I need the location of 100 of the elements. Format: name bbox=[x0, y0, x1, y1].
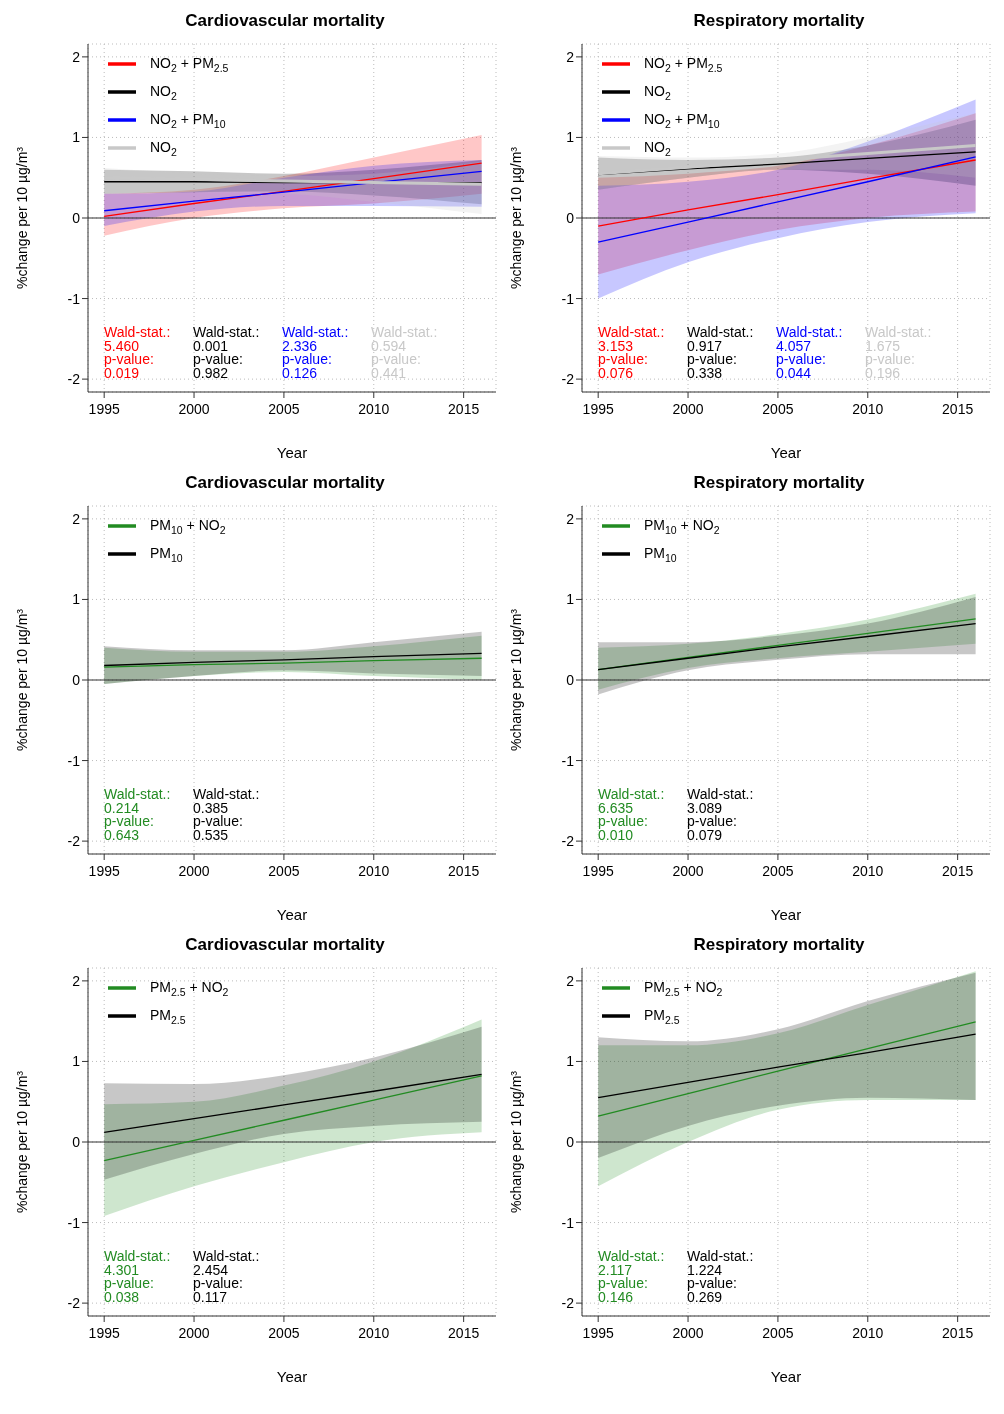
y-tick-label: -2 bbox=[67, 1295, 81, 1312]
chart-title: Cardiovascular mortality bbox=[184, 472, 386, 494]
annotation: Wald-stat.: 2.336 p-value: 0.126 bbox=[282, 324, 349, 381]
x-axis-title: Year bbox=[276, 444, 308, 461]
annotation: Wald-stat.: 3.153 p-value: 0.076 bbox=[598, 324, 665, 381]
annotation: Wald-stat.: 5.460 p-value: 0.019 bbox=[104, 324, 171, 381]
y-tick-label: -2 bbox=[561, 371, 575, 388]
legend-label: NO$_{2}$ bbox=[644, 82, 671, 102]
y-axis-title: %change per 10 µg/m³ bbox=[507, 1070, 524, 1213]
chart-title: Cardiovascular mortality bbox=[184, 10, 386, 32]
y-axis-title: %change per 10 µg/m³ bbox=[507, 146, 524, 289]
y-axis-title: %change per 10 µg/m³ bbox=[507, 608, 524, 751]
chart-title: Respiratory mortality bbox=[692, 472, 866, 494]
y-axis-title: %change per 10 µg/m³ bbox=[13, 1070, 30, 1213]
chart-title: Cardiovascular mortality bbox=[184, 934, 386, 956]
annotation: Wald-stat.: 6.635 p-value: 0.010 bbox=[598, 786, 665, 843]
y-tick-label: -2 bbox=[67, 371, 81, 388]
x-tick-label: 2015 bbox=[448, 1324, 480, 1341]
y-tick-label: 0 bbox=[566, 1133, 575, 1150]
x-tick-label: 2005 bbox=[762, 1324, 794, 1341]
y-tick-label: 1 bbox=[72, 1053, 81, 1070]
x-tick-label: 2015 bbox=[942, 1324, 974, 1341]
x-tick-label: 2000 bbox=[672, 862, 704, 879]
legend-label: NO$_{2}$ + PM$_{10}$ bbox=[150, 110, 226, 130]
x-tick-label: 2000 bbox=[178, 400, 210, 417]
annotation: Wald-stat.: 2.454 p-value: 0.117 bbox=[193, 1248, 260, 1305]
legend-label: PM$_{10}$ + NO$_{2}$ bbox=[644, 516, 720, 536]
x-tick-label: 2005 bbox=[762, 400, 794, 417]
x-tick-label: 2000 bbox=[178, 862, 210, 879]
y-tick-label: 2 bbox=[72, 972, 81, 989]
x-tick-label: 2010 bbox=[358, 862, 390, 879]
annotation: Wald-stat.: 0.917 p-value: 0.338 bbox=[687, 324, 754, 381]
annotation: Wald-stat.: 4.301 p-value: 0.038 bbox=[104, 1248, 171, 1305]
x-tick-label: 1995 bbox=[582, 862, 614, 879]
annotation: Wald-stat.: 1.224 p-value: 0.269 bbox=[687, 1248, 754, 1305]
legend-label: NO$_{2}$ bbox=[644, 138, 671, 158]
x-axis-title: Year bbox=[276, 1368, 308, 1385]
x-tick-label: 2015 bbox=[942, 862, 974, 879]
legend-label: NO$_{2}$ + PM$_{2.5}$ bbox=[644, 54, 723, 74]
chart-title: Respiratory mortality bbox=[692, 10, 866, 32]
annotation: Wald-stat.: 0.001 p-value: 0.982 bbox=[193, 324, 260, 381]
legend-label: PM$_{2.5}$ + NO$_{2}$ bbox=[150, 978, 229, 998]
x-tick-label: 2010 bbox=[852, 400, 884, 417]
y-tick-label: 1 bbox=[566, 1053, 575, 1070]
legend-label: NO$_{2}$ bbox=[150, 138, 177, 158]
x-tick-label: 1995 bbox=[88, 400, 120, 417]
x-tick-label: 2015 bbox=[942, 400, 974, 417]
y-tick-label: 0 bbox=[72, 209, 81, 226]
legend-label: NO$_{2}$ + PM$_{10}$ bbox=[644, 110, 720, 130]
y-tick-label: 2 bbox=[72, 510, 81, 527]
annotation: Wald-stat.: 2.117 p-value: 0.146 bbox=[598, 1248, 665, 1305]
legend-label: PM$_{2.5}$ bbox=[150, 1006, 186, 1026]
y-tick-label: 0 bbox=[566, 671, 575, 688]
y-tick-label: 0 bbox=[72, 1133, 81, 1150]
x-tick-label: 2000 bbox=[672, 1324, 704, 1341]
chart-title: Respiratory mortality bbox=[692, 934, 866, 956]
y-axis-title: %change per 10 µg/m³ bbox=[13, 146, 30, 289]
x-tick-label: 2000 bbox=[672, 400, 704, 417]
y-tick-label: -2 bbox=[561, 1295, 575, 1312]
y-tick-label: -2 bbox=[561, 833, 575, 850]
y-tick-label: 2 bbox=[566, 48, 575, 65]
legend-label: NO$_{2}$ + PM$_{2.5}$ bbox=[150, 54, 229, 74]
x-tick-label: 2015 bbox=[448, 400, 480, 417]
y-axis-title: %change per 10 µg/m³ bbox=[13, 608, 30, 751]
x-axis-title: Year bbox=[770, 1368, 802, 1385]
x-tick-label: 2005 bbox=[268, 1324, 300, 1341]
annotation: Wald-stat.: 0.214 p-value: 0.643 bbox=[104, 786, 171, 843]
x-tick-label: 1995 bbox=[582, 1324, 614, 1341]
y-tick-label: -1 bbox=[67, 1214, 81, 1231]
x-tick-label: 1995 bbox=[88, 1324, 120, 1341]
legend-label: PM$_{2.5}$ bbox=[644, 1006, 680, 1026]
legend-label: NO$_{2}$ bbox=[150, 82, 177, 102]
y-tick-label: 1 bbox=[566, 129, 575, 146]
x-axis-title: Year bbox=[276, 906, 308, 923]
x-axis-title: Year bbox=[770, 444, 802, 461]
x-tick-label: 2005 bbox=[268, 400, 300, 417]
y-tick-label: -1 bbox=[561, 290, 575, 307]
legend-label: PM$_{10}$ bbox=[150, 544, 183, 564]
legend-label: PM$_{10}$ + NO$_{2}$ bbox=[150, 516, 226, 536]
y-tick-label: 2 bbox=[566, 972, 575, 989]
x-tick-label: 2010 bbox=[358, 1324, 390, 1341]
x-tick-label: 1995 bbox=[88, 862, 120, 879]
annotation: Wald-stat.: 4.057 p-value: 0.044 bbox=[776, 324, 843, 381]
x-axis-title: Year bbox=[770, 906, 802, 923]
y-tick-label: -1 bbox=[67, 290, 81, 307]
x-tick-label: 2000 bbox=[178, 1324, 210, 1341]
y-tick-label: 1 bbox=[72, 129, 81, 146]
legend-label: PM$_{2.5}$ + NO$_{2}$ bbox=[644, 978, 723, 998]
y-tick-label: 1 bbox=[566, 591, 575, 608]
y-tick-label: -1 bbox=[561, 1214, 575, 1231]
annotation: Wald-stat.: 0.385 p-value: 0.535 bbox=[193, 786, 260, 843]
x-tick-label: 2015 bbox=[448, 862, 480, 879]
x-tick-label: 2005 bbox=[268, 862, 300, 879]
x-tick-label: 2005 bbox=[762, 862, 794, 879]
y-tick-label: -1 bbox=[561, 752, 575, 769]
y-tick-label: -1 bbox=[67, 752, 81, 769]
x-tick-label: 2010 bbox=[852, 862, 884, 879]
annotation: Wald-stat.: 3.089 p-value: 0.079 bbox=[687, 786, 754, 843]
x-tick-label: 2010 bbox=[852, 1324, 884, 1341]
y-tick-label: 1 bbox=[72, 591, 81, 608]
